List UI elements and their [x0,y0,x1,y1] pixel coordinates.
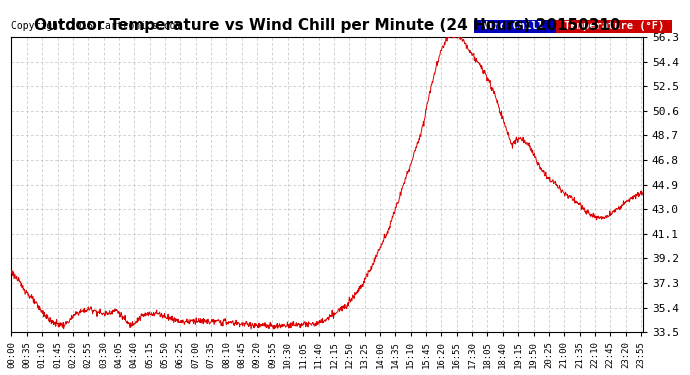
Title: Outdoor Temperature vs Wind Chill per Minute (24 Hours) 20150310: Outdoor Temperature vs Wind Chill per Mi… [34,18,620,33]
Text: Temperature (°F): Temperature (°F) [558,21,670,31]
Text: Wind Chill  (°F): Wind Chill (°F) [475,21,588,31]
Text: Copyright 2015 Cartronics.com: Copyright 2015 Cartronics.com [12,21,182,31]
